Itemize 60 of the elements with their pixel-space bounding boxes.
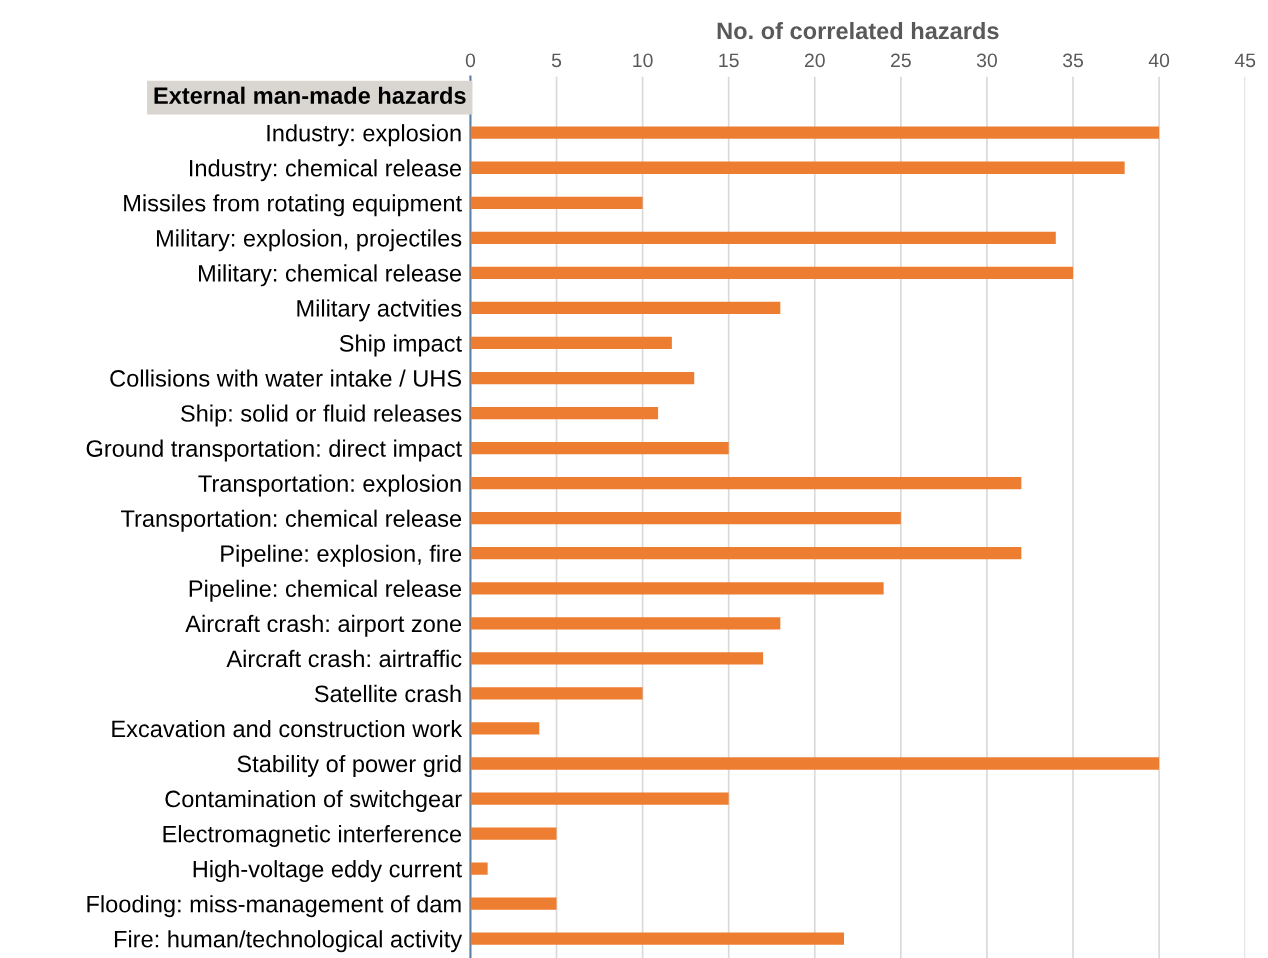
x-tick-label: 20 [804,53,825,68]
y-tick-label: Electromagnetic interference [163,825,462,848]
bar [470,897,557,910]
y-tick-label: Military actvities [297,299,462,322]
y-tick-label: Transportation: chemical release [121,509,462,532]
text: External man-made hazards [154,86,466,104]
y-tick-label: Excavation and construction work [112,719,463,738]
x-tick-label: 40 [1148,53,1170,68]
bar [470,126,1160,139]
y-tick-label: High-voltage eddy current [193,860,462,883]
bar [470,231,1056,244]
y-tick-label: Ship impact [339,334,462,357]
y-tick-label: Pipeline: chemical release [189,579,462,602]
x-tick-label: 5 [551,53,562,68]
bar [470,161,1125,174]
y-tick-label: Aircraft crash: airport zone [185,614,462,637]
bar [470,441,729,455]
bar [470,932,845,945]
y-tick-label: Fire: human/technological activity [114,930,463,953]
x-tick-label: 0 [465,53,476,68]
y-tick-label: Stability of power grid [237,754,461,777]
y-tick-label: Satellite crash [314,684,461,703]
bar [470,266,1074,280]
y-tick-label: Military: explosion, projectiles [156,229,462,252]
bar [470,301,781,315]
bar [470,757,1160,770]
y-tick-label: Industry: explosion [267,124,461,147]
y-tick-label: Pipeline: explosion, fire [221,544,462,567]
x-tick-label: 45 [1234,53,1256,68]
y-tick-label: Flooding: miss-management of dam [87,895,461,918]
y-tick-label: Military: chemical release [199,264,462,287]
bar [470,862,488,875]
y-tick-label: Ground transportation: direct impact [86,439,462,462]
bar [470,547,1022,560]
bar [470,582,884,595]
y-tick-label: Missiles from rotating equipment [124,194,462,217]
bar [470,336,672,350]
x-tick-label: 15 [719,53,739,68]
y-tick-label: Collisions with water intake / UHS [110,369,462,387]
x-tick-label: 25 [891,53,911,68]
bar [470,371,695,385]
bar [470,477,1022,490]
bar [470,617,781,630]
x-tick-label: 35 [1062,53,1084,68]
x-tick-label: 30 [976,53,997,68]
bar [470,512,901,525]
y-tick-label: Industry: chemical release [190,159,462,182]
bar [470,827,557,840]
y-tick-label: Ship: solid or fluid releases [181,404,462,427]
bar [470,792,729,805]
bar [470,196,643,209]
y-tick-label: Transportation: explosion [198,474,461,497]
x-tick-label: 10 [633,53,653,68]
bar [470,722,540,735]
y-tick-label: Aircraft crash: airtraffic [226,649,462,668]
bar [470,406,659,420]
bar [470,652,764,665]
y-tick-label: Contamination of switchgear [165,789,462,812]
bar [470,687,643,700]
x-axis-title: No. of correlated hazards [717,21,999,40]
